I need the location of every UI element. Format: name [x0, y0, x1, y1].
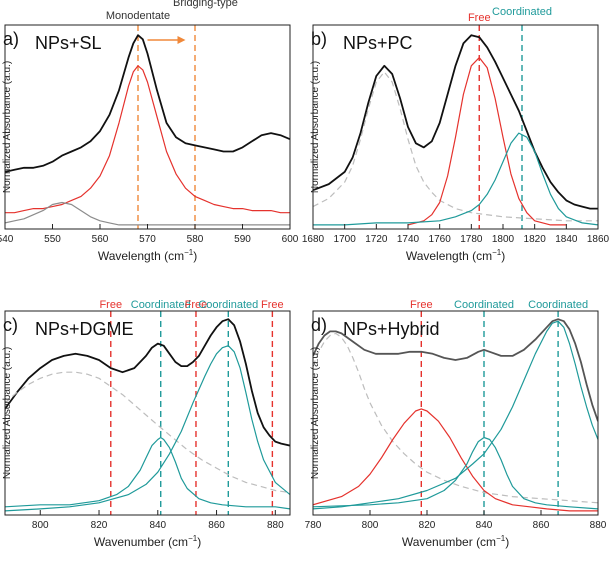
x-axis-label: Wavelength (cm−1) [406, 248, 505, 263]
marker-label-1: Free [468, 12, 491, 24]
x-tick-label: 590 [234, 234, 251, 245]
x-axis-label-tail: ) [197, 535, 201, 549]
x-tick-label: 1840 [555, 234, 578, 245]
panel-title: NPs+DGME [35, 319, 134, 339]
series-line-4 [5, 345, 290, 512]
panel-1: 540 550 560 570 580 590 600 Wavelength (cm−1) No… [0, 0, 299, 263]
x-tick-label: 600 [282, 234, 299, 245]
panel-label: b) [311, 29, 327, 49]
series-line-3 [407, 57, 567, 226]
y-axis-label: Normalized Absorbance (a.u.) [2, 347, 13, 479]
marker-label-1: Free [410, 299, 433, 311]
series-line-4 [313, 132, 598, 226]
x-tick-label: 1740 [397, 234, 420, 245]
x-tick-label: 840 [476, 520, 493, 531]
x-tick-label: 860 [533, 520, 550, 531]
series-line-1 [313, 34, 598, 210]
panel-title: NPs+Hybrid [343, 319, 440, 339]
series-line-5 [313, 320, 598, 510]
y-axis-label: Normalized Absorbance (a.u.) [310, 61, 321, 193]
series-group [5, 318, 290, 512]
x-tick-label: 550 [44, 234, 61, 245]
series-line-2 [313, 71, 598, 222]
series-line-1 [5, 318, 290, 447]
x-axis-label: Wavelength (cm−1) [98, 248, 197, 263]
series-group [313, 34, 598, 226]
x-tick-label: 1760 [429, 234, 452, 245]
panel-label: d) [311, 315, 327, 335]
plot-frame [4, 310, 291, 516]
marker-label-2: Coordinated [492, 6, 552, 18]
x-tick-label: 540 [0, 234, 14, 245]
series-line-1 [5, 34, 290, 173]
panel-4: 780 800 820 840 860 880 Wavenumber (cm−1) Norma… [305, 299, 607, 549]
x-tick-label: 1680 [302, 234, 325, 245]
x-tick-label: 860 [208, 520, 225, 531]
x-tick-label: 1820 [524, 234, 547, 245]
y-axis-label: Normalized Absorbance (a.u.) [2, 61, 13, 193]
plot-frame [312, 24, 599, 230]
x-tick-label: 840 [149, 520, 166, 531]
arrow-head [177, 36, 186, 44]
x-axis-label-tail: ) [505, 535, 509, 549]
x-tick-label: 1780 [460, 234, 483, 245]
panel-title: NPs+PC [343, 33, 413, 53]
marker-label-4: Coordinated [198, 299, 258, 311]
panel-2: 1680 1700 1720 1740 1760 1780 1800 1820 1840 1860… [302, 6, 610, 263]
series-group [5, 34, 290, 226]
x-axis-label: Wavenumber (cm−1) [94, 534, 201, 549]
x-tick-label: 780 [305, 520, 322, 531]
x-tick-label: 1800 [492, 234, 515, 245]
series-line-1 [313, 318, 598, 422]
series-line-3 [5, 201, 290, 226]
series-line-2 [5, 371, 290, 494]
x-axis-label-sup: −1 [492, 248, 502, 257]
marker-label-1: Free [99, 299, 122, 311]
x-tick-label: 1700 [334, 234, 357, 245]
x-axis-label-sup: −1 [496, 534, 506, 543]
marker-label-2: Coordinated [454, 299, 514, 311]
marker-label-2: Bridging-type [173, 0, 238, 9]
series-line-4 [313, 436, 598, 510]
plot-frame [312, 310, 599, 516]
x-tick-label: 800 [362, 520, 379, 531]
marker-label-5: Free [261, 299, 284, 311]
x-axis-label: Wavenumber (cm−1) [402, 534, 509, 549]
panel-label: a) [3, 29, 19, 49]
x-tick-label: 580 [187, 234, 204, 245]
marker-label-3: Coordinated [528, 299, 588, 311]
x-tick-label: 820 [419, 520, 436, 531]
x-axis-label-sup: −1 [184, 248, 194, 257]
series-line-3 [313, 408, 598, 512]
x-tick-label: 1720 [365, 234, 388, 245]
series-line-2 [5, 65, 290, 214]
x-axis-label-sup: −1 [188, 534, 198, 543]
marker-label-2: Coordinated [131, 299, 191, 311]
panel-title: NPs+SL [35, 33, 102, 53]
x-tick-label: 1860 [587, 234, 610, 245]
series-group [313, 318, 598, 512]
series-line-3 [5, 436, 290, 510]
marker-label-1: Monodentate [106, 10, 170, 22]
x-axis-label-tail: ) [193, 249, 197, 263]
y-axis-label: Normalized Absorbance (a.u.) [310, 347, 321, 479]
panel-label: c) [3, 315, 18, 335]
x-tick-label: 570 [139, 234, 156, 245]
x-tick-label: 880 [267, 520, 284, 531]
panel-3: 800 820 840 860 880 Wavenumber (cm−1) Normaliz… [2, 299, 291, 549]
x-tick-label: 820 [91, 520, 108, 531]
series-line-2 [313, 332, 598, 504]
x-tick-label: 800 [32, 520, 49, 531]
x-axis-label-tail: ) [501, 249, 505, 263]
x-tick-label: 880 [590, 520, 607, 531]
x-tick-label: 560 [92, 234, 109, 245]
marker-label-3: Free [185, 299, 208, 311]
